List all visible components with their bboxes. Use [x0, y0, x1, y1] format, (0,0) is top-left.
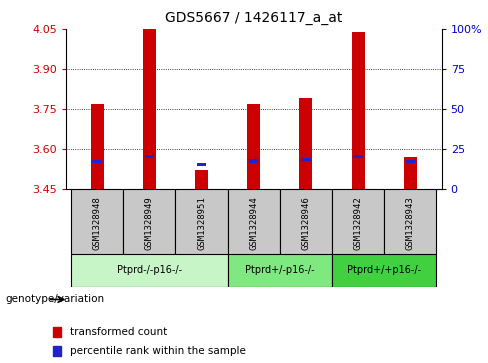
Bar — [228, 189, 280, 254]
Bar — [332, 189, 384, 254]
Text: GSM1328942: GSM1328942 — [354, 196, 363, 250]
Bar — [123, 189, 176, 254]
Title: GDS5667 / 1426117_a_at: GDS5667 / 1426117_a_at — [165, 11, 343, 25]
Text: Ptprd+/+p16-/-: Ptprd+/+p16-/- — [347, 265, 421, 276]
Text: genotype/variation: genotype/variation — [5, 294, 104, 305]
Text: GSM1328951: GSM1328951 — [197, 196, 206, 250]
Bar — [352, 32, 365, 189]
Text: GSM1328943: GSM1328943 — [406, 196, 415, 250]
Text: GSM1328949: GSM1328949 — [145, 196, 154, 250]
Bar — [91, 103, 104, 189]
Bar — [406, 160, 415, 163]
Bar — [93, 160, 102, 163]
Bar — [280, 189, 332, 254]
Bar — [332, 254, 436, 287]
Bar — [301, 158, 311, 161]
Text: GSM1328948: GSM1328948 — [93, 196, 102, 250]
Text: Ptprd-/-p16-/-: Ptprd-/-p16-/- — [117, 265, 182, 276]
Bar — [404, 157, 417, 189]
Bar — [249, 159, 259, 163]
Bar — [71, 189, 123, 254]
Bar — [71, 254, 228, 287]
Bar — [300, 98, 312, 189]
Bar — [53, 327, 61, 337]
Text: transformed count: transformed count — [70, 327, 167, 337]
Bar — [228, 254, 332, 287]
Text: percentile rank within the sample: percentile rank within the sample — [70, 346, 246, 356]
Bar — [197, 163, 206, 166]
Text: Ptprd+/-p16-/-: Ptprd+/-p16-/- — [245, 265, 315, 276]
Bar — [144, 155, 154, 158]
Text: GSM1328944: GSM1328944 — [249, 196, 258, 250]
Bar — [176, 189, 228, 254]
Text: GSM1328946: GSM1328946 — [302, 196, 310, 250]
Bar — [143, 29, 156, 189]
Bar — [247, 103, 260, 189]
Bar — [384, 189, 436, 254]
Bar — [53, 346, 61, 356]
Bar — [195, 170, 208, 189]
Bar — [353, 155, 363, 158]
